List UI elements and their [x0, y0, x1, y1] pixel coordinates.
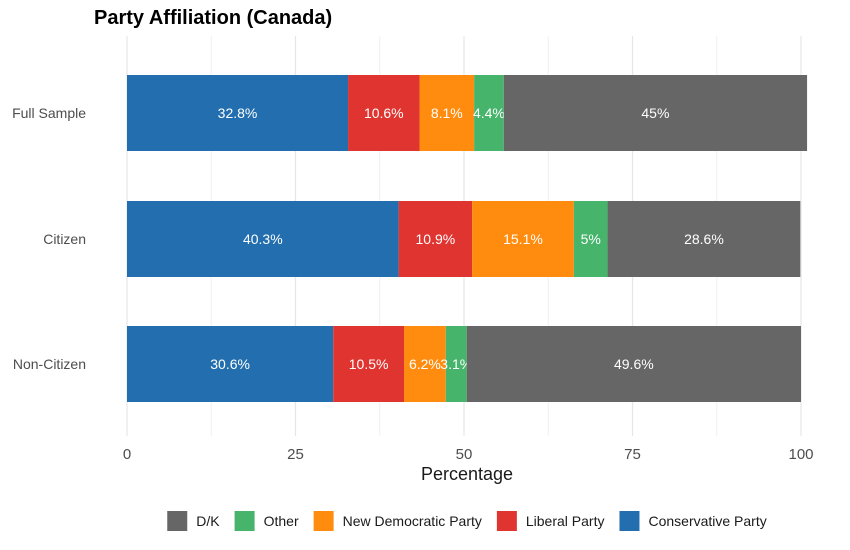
bar-label-non-citizen-conservative-party: 30.6% [210, 356, 250, 372]
bar-non-citizen-new-democratic-party [404, 326, 446, 402]
legend-label-liberal-party: Liberal Party [526, 513, 605, 529]
legend-item-d-k: D/K [167, 511, 220, 531]
legend-label-conservative-party: Conservative Party [648, 513, 766, 529]
bar-label-citizen-liberal-party: 10.9% [416, 231, 456, 247]
bar-non-citizen-other [445, 326, 467, 402]
bar-full-sample-liberal-party [348, 75, 420, 151]
legend-swatch-other [234, 511, 255, 531]
bar-label-full-sample-new-democratic-party: 8.1% [431, 105, 463, 121]
legend-item-other: Other [234, 511, 299, 531]
bar-citizen-d-k [607, 201, 801, 277]
legend-swatch-d-k [167, 511, 188, 531]
category-label-citizen: Citizen [43, 231, 86, 247]
legend-swatch-conservative-party [619, 511, 640, 531]
chart-title: Party Affiliation (Canada) [94, 7, 332, 29]
bar-non-citizen-d-k [466, 326, 801, 402]
bar-non-citizen-liberal-party [333, 326, 405, 402]
bar-full-sample-conservative-party [127, 75, 349, 151]
legend-item-new-democratic-party: New Democratic Party [313, 511, 482, 531]
bar-citizen-other [573, 201, 608, 277]
bar-label-full-sample-conservative-party: 32.8% [218, 105, 258, 121]
bar-label-full-sample-liberal-party: 10.6% [364, 105, 404, 121]
category-label-non-citizen: Non-Citizen [13, 356, 86, 372]
bar-non-citizen-conservative-party [127, 326, 334, 402]
legend-item-liberal-party: Liberal Party [496, 511, 605, 531]
category-label-full-sample: Full Sample [12, 105, 86, 121]
bar-full-sample-new-democratic-party [419, 75, 475, 151]
bar-label-citizen-d-k: 28.6% [684, 231, 724, 247]
bar-label-citizen-other: 5% [581, 231, 601, 247]
legend-swatch-new-democratic-party [313, 511, 334, 531]
x-tick-label-0: 0 [123, 446, 131, 463]
x-tick-label-75: 75 [624, 446, 641, 463]
bar-citizen-liberal-party [398, 201, 473, 277]
legend-swatch-liberal-party [496, 511, 517, 531]
bar-label-citizen-conservative-party: 40.3% [243, 231, 283, 247]
x-tick-label-100: 100 [788, 446, 813, 463]
bar-full-sample-d-k [503, 75, 808, 151]
bars: 32.8% 10.6% 8.1% 4.4% 45% 40.3% 10.9% 15.1% 5% 28… [127, 75, 808, 402]
bar-label-full-sample-other: 4.4% [473, 105, 505, 121]
legend-item-conservative-party: Conservative Party [619, 511, 767, 531]
category-labels: Full Sample Citizen Non-Citizen [12, 105, 86, 372]
bar-citizen-new-democratic-party [472, 201, 574, 277]
bar-full-sample-other [474, 75, 504, 151]
x-axis-title: Percentage [421, 464, 513, 484]
legend: D/K Other New Democratic Party Liberal Part… [167, 511, 767, 531]
bar-label-citizen-new-democratic-party: 15.1% [503, 231, 543, 247]
bar-label-non-citizen-other: 3.1% [440, 356, 472, 372]
x-tick-label-25: 25 [287, 446, 304, 463]
bar-label-full-sample-d-k: 45% [641, 105, 669, 121]
x-tick-label-50: 50 [456, 446, 473, 463]
x-axis-ticks: 0 25 50 75 100 [123, 446, 814, 463]
legend-label-other: Other [264, 513, 299, 529]
legend-label-d-k: D/K [196, 513, 220, 529]
bar-citizen-conservative-party [127, 201, 399, 277]
bar-label-non-citizen-d-k: 49.6% [614, 356, 654, 372]
bar-label-non-citizen-liberal-party: 10.5% [349, 356, 389, 372]
bar-label-non-citizen-new-democratic-party: 6.2% [409, 356, 441, 372]
legend-label-new-democratic-party: New Democratic Party [343, 513, 482, 529]
